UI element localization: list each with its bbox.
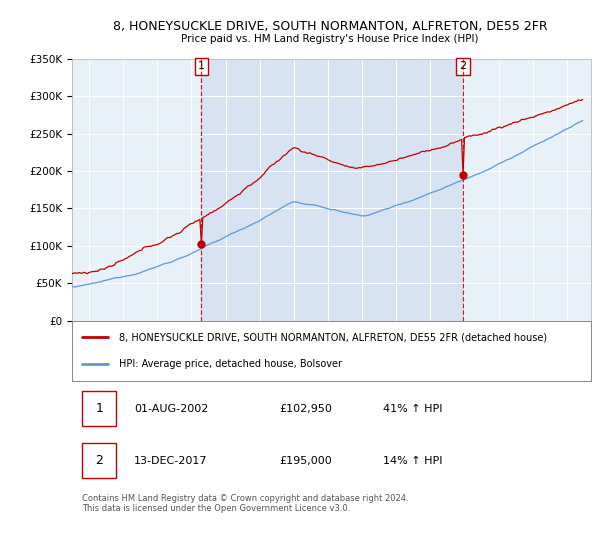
Text: HPI: Average price, detached house, Bolsover: HPI: Average price, detached house, Bols… [119,359,342,369]
Text: 2: 2 [460,61,467,71]
Text: 14% ↑ HPI: 14% ↑ HPI [383,456,443,466]
FancyBboxPatch shape [82,443,116,478]
Text: 1: 1 [95,402,103,415]
FancyBboxPatch shape [82,391,116,426]
Bar [202,59,463,320]
Text: 1: 1 [198,61,205,71]
Text: £102,950: £102,950 [280,404,332,414]
Text: 2: 2 [95,454,103,467]
Text: Price paid vs. HM Land Registry's House Price Index (HPI): Price paid vs. HM Land Registry's House … [181,34,479,44]
Text: Contains HM Land Registry data © Crown copyright and database right 2024.
This d: Contains HM Land Registry data © Crown c… [82,494,409,513]
Text: £195,000: £195,000 [280,456,332,466]
Text: 01-AUG-2002: 01-AUG-2002 [134,404,209,414]
Text: 13-DEC-2017: 13-DEC-2017 [134,456,208,466]
Text: 8, HONEYSUCKLE DRIVE, SOUTH NORMANTON, ALFRETON, DE55 2FR (detached house): 8, HONEYSUCKLE DRIVE, SOUTH NORMANTON, A… [119,333,547,343]
Text: 41% ↑ HPI: 41% ↑ HPI [383,404,443,414]
Text: 8, HONEYSUCKLE DRIVE, SOUTH NORMANTON, ALFRETON, DE55 2FR: 8, HONEYSUCKLE DRIVE, SOUTH NORMANTON, A… [113,20,547,32]
